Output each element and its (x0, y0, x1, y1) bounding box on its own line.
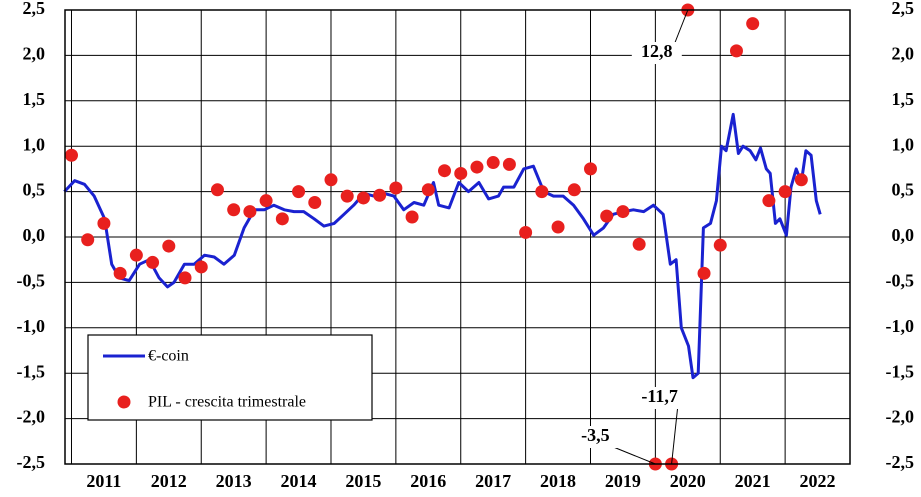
y-tick-label: 2,0 (23, 44, 46, 64)
legend: €-coin PIL - crescita trimestrale (87, 334, 373, 421)
pil-point (486, 156, 500, 170)
pil-point (210, 183, 224, 197)
pil-point (340, 189, 354, 203)
pil-point (129, 248, 143, 262)
y-tick-label: -1,0 (17, 316, 46, 336)
y2-tick-label: -2,5 (886, 452, 915, 472)
pil-point (583, 162, 597, 176)
legend-box (87, 334, 373, 421)
pil-point (324, 173, 338, 187)
legend-dot-swatch (117, 395, 131, 409)
pil-point (81, 233, 95, 247)
x-tick-label: 2011 (86, 471, 121, 491)
plot-frame (64, 9, 851, 465)
pil-point (729, 44, 743, 58)
x-tick-label: 2016 (410, 471, 446, 491)
pil-point (632, 237, 646, 251)
x-tick-label: 2015 (345, 471, 381, 491)
y-tick-label: -0,5 (17, 271, 46, 291)
pil-point (567, 183, 581, 197)
pil-point (243, 205, 257, 219)
pil-point (162, 239, 176, 253)
x-tick-label: 2012 (151, 471, 187, 491)
y2-tick-label: -2,0 (886, 407, 915, 427)
legend-label: €-coin (148, 348, 189, 365)
y2-tick-label: -0,5 (886, 271, 915, 291)
y-tick-label: 1,0 (23, 134, 46, 154)
y2-tick-label: 2,5 (892, 0, 915, 18)
pil-point (146, 255, 160, 269)
y-tick-label: -2,0 (17, 407, 46, 427)
pil-point (746, 17, 760, 31)
labels: -2,5 -2,5 -2,0 -2,0 -1,5 -1,5 -1,0 -1,0 -0,5 -0,5… (17, 0, 915, 491)
pil-point (551, 220, 565, 234)
y-tick-label: -1,5 (17, 361, 46, 381)
y-tick-label: 0,5 (23, 180, 46, 200)
pil-point (405, 210, 419, 224)
pil-point (227, 203, 241, 217)
pil-point (194, 260, 208, 274)
pil-point (308, 195, 322, 209)
pil-point (275, 212, 289, 226)
x-tick-label: 2014 (281, 471, 317, 491)
y-tick-label: 2,5 (23, 0, 46, 18)
pil-point (421, 183, 435, 197)
pil-point (373, 188, 387, 202)
pil-point (502, 157, 516, 171)
pil-point (292, 185, 306, 199)
x-tick-label: 2017 (475, 471, 511, 491)
pil-point (64, 148, 78, 162)
x-tick-label: 2019 (605, 471, 641, 491)
annotation: -3,5 (581, 425, 610, 445)
pil-point (97, 216, 111, 230)
x-tick-label: 2021 (735, 471, 771, 491)
annotation-leader (671, 407, 679, 465)
marks (63, 3, 822, 471)
pil-point (178, 271, 192, 285)
pil-point (113, 266, 127, 280)
pil-point (470, 160, 484, 174)
annotation-bg (631, 42, 682, 64)
y2-tick-label: -1,0 (886, 316, 915, 336)
ecoin-line (63, 112, 822, 380)
annotation: -11,7 (641, 386, 678, 406)
pil-point (356, 191, 370, 205)
y-tick-label: -2,5 (17, 452, 46, 472)
y2-tick-label: 0,0 (892, 225, 915, 245)
y2-tick-label: 1,5 (892, 89, 915, 109)
x-tick-label: 2022 (800, 471, 836, 491)
annotation: 12,8 (641, 41, 673, 61)
pil-point (438, 164, 452, 178)
pil-point (794, 173, 808, 187)
annotation-leader (674, 9, 689, 44)
pil-point (600, 209, 614, 223)
pil-point (778, 185, 792, 199)
pil-point (762, 194, 776, 208)
pil-point (454, 166, 468, 180)
x-tick-label: 2020 (670, 471, 706, 491)
y2-tick-label: 1,0 (892, 134, 915, 154)
annotation-bg (570, 426, 621, 448)
y-tick-label: 1,5 (23, 89, 46, 109)
annotation-leader (613, 446, 656, 465)
pil-point (713, 238, 727, 252)
annotation-bg (634, 387, 685, 409)
pil-point (259, 194, 273, 208)
pil-point (389, 181, 403, 195)
pil-point (535, 185, 549, 199)
y2-tick-label: 0,5 (892, 180, 915, 200)
x-tick-label: 2018 (540, 471, 576, 491)
legend-label: PIL - crescita trimestrale (148, 394, 306, 411)
x-tick-label: 2013 (216, 471, 252, 491)
y-tick-label: 0,0 (23, 225, 46, 245)
y2-tick-label: -1,5 (886, 361, 915, 381)
pil-point (519, 225, 533, 239)
pil-point (616, 205, 630, 219)
pil-point (697, 266, 711, 280)
y2-tick-label: 2,0 (892, 44, 915, 64)
